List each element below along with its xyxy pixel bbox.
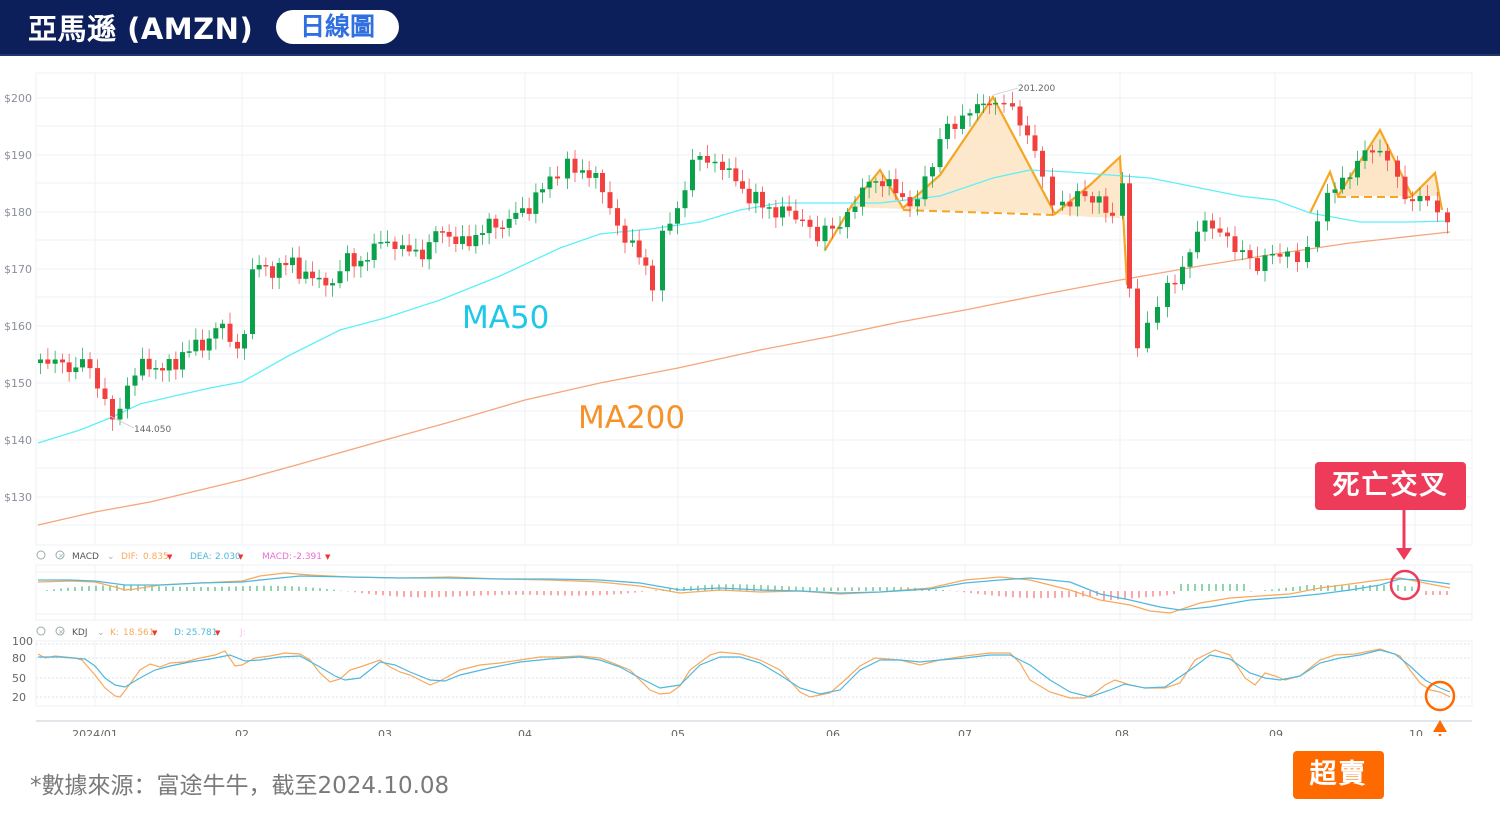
head-shoulders-pattern-1 [824, 94, 1129, 286]
settings-icon[interactable] [36, 550, 46, 560]
dea-value: 2.030 [215, 552, 241, 562]
svg-text:DEA:: DEA: [190, 552, 212, 562]
close-icon[interactable] [55, 550, 65, 560]
y-tick-140: $140 [4, 434, 32, 447]
kdj-name: KDJ [72, 628, 88, 638]
svg-text:▼: ▼ [238, 553, 244, 561]
ma50-label: MA50 [462, 300, 549, 336]
k-value: 18.561 [123, 628, 155, 638]
svg-text:09: 09 [1269, 728, 1283, 736]
svg-text:K:: K: [110, 628, 119, 638]
svg-text:▼: ▼ [167, 553, 173, 561]
macd-name: MACD [72, 552, 99, 562]
svg-text:07: 07 [958, 728, 972, 736]
macd-legend: × MACD ⌄ DIF: 0.835 ▼ DEA: 2.030 ▼ MACD:… [36, 550, 331, 562]
svg-text:03: 03 [378, 728, 392, 736]
chart-type-badge: 日線圖 [276, 10, 399, 44]
death-cross-circle [1389, 569, 1421, 601]
ma200-line [37, 231, 1451, 526]
close-icon[interactable] [55, 626, 65, 636]
y-tick-170: $170 [4, 263, 32, 276]
oversold-callout: 超賣 [1293, 751, 1384, 799]
svg-text:06: 06 [826, 728, 840, 736]
data-source-note: *數據來源：富途牛牛，截至2024.10.08 [30, 773, 450, 799]
y-tick-160: $160 [4, 320, 32, 333]
k-line [37, 648, 1451, 699]
svg-text:08: 08 [1115, 728, 1129, 736]
candlestick-series [38, 91, 1450, 431]
svg-text:2024/01: 2024/01 [72, 728, 118, 736]
stock-chart: $200 $190 $180 $170 $160 $150 $140 $130 … [4, 72, 1473, 787]
d-value: 25.781 [186, 628, 218, 638]
kdj-tick-20: 20 [12, 691, 26, 704]
y-tick-150: $150 [4, 377, 32, 390]
ma50-line [37, 169, 1451, 444]
kdj-tick-80: 80 [12, 652, 26, 665]
death-cross-callout: 死亡交叉 [1315, 462, 1466, 510]
svg-text:10: 10 [1409, 728, 1423, 736]
kdj-tick-50: 50 [12, 672, 26, 685]
svg-text:DIF:: DIF: [121, 552, 138, 562]
svg-text:MACD:: MACD: [262, 552, 292, 562]
page-title: 亞馬遜 (AMZN) [28, 12, 254, 46]
svg-text:02: 02 [235, 728, 249, 736]
y-tick-200: $200 [4, 92, 32, 105]
svg-text:04: 04 [518, 728, 532, 736]
y-tick-190: $190 [4, 149, 32, 162]
svg-text:▼: ▼ [152, 629, 158, 637]
chevron-down-icon[interactable]: ⌄ [107, 552, 115, 562]
svg-text:D:: D: [174, 628, 184, 638]
dif-value: 0.835 [143, 552, 169, 562]
price-panel-grid [35, 72, 1473, 546]
kdj-tick-100: 100 [12, 635, 33, 648]
kdj-legend: × KDJ ⌄ K: 18.561 ▼ D: 25.781 ▼ J: [36, 626, 246, 638]
header-bar: 亞馬遜 (AMZN) 日線圖 [0, 0, 1500, 56]
low-price-label: 144.050 [134, 425, 171, 435]
svg-text:×: × [58, 552, 64, 560]
price-axis-labels: $200 $190 $180 $170 $160 $150 $140 $130 [4, 92, 32, 504]
ma200-label: MA200 [578, 400, 685, 436]
time-axis-labels: 2024/01 02 03 04 05 06 07 08 09 10 [72, 728, 1423, 741]
d-line [38, 649, 1451, 698]
chevron-down-icon[interactable]: ⌄ [97, 628, 105, 638]
svg-text:05: 05 [671, 728, 685, 736]
kdj-panel: 100 80 50 20 [12, 635, 1473, 712]
high-price-label: 201.200 [1018, 84, 1055, 94]
svg-text:J:: J: [239, 628, 246, 638]
y-tick-180: $180 [4, 206, 32, 219]
svg-text:▼: ▼ [215, 629, 221, 637]
macd-panel [35, 564, 1473, 621]
dea-line [38, 575, 1451, 611]
y-tick-130: $130 [4, 491, 32, 504]
svg-text:×: × [58, 628, 64, 636]
macd-value: -2.391 [293, 552, 322, 562]
chart-area: $200 $190 $180 $170 $160 $150 $140 $130 … [0, 56, 1500, 787]
oversold-circle [1424, 680, 1456, 712]
settings-icon[interactable] [36, 626, 46, 636]
svg-text:▼: ▼ [325, 553, 331, 561]
